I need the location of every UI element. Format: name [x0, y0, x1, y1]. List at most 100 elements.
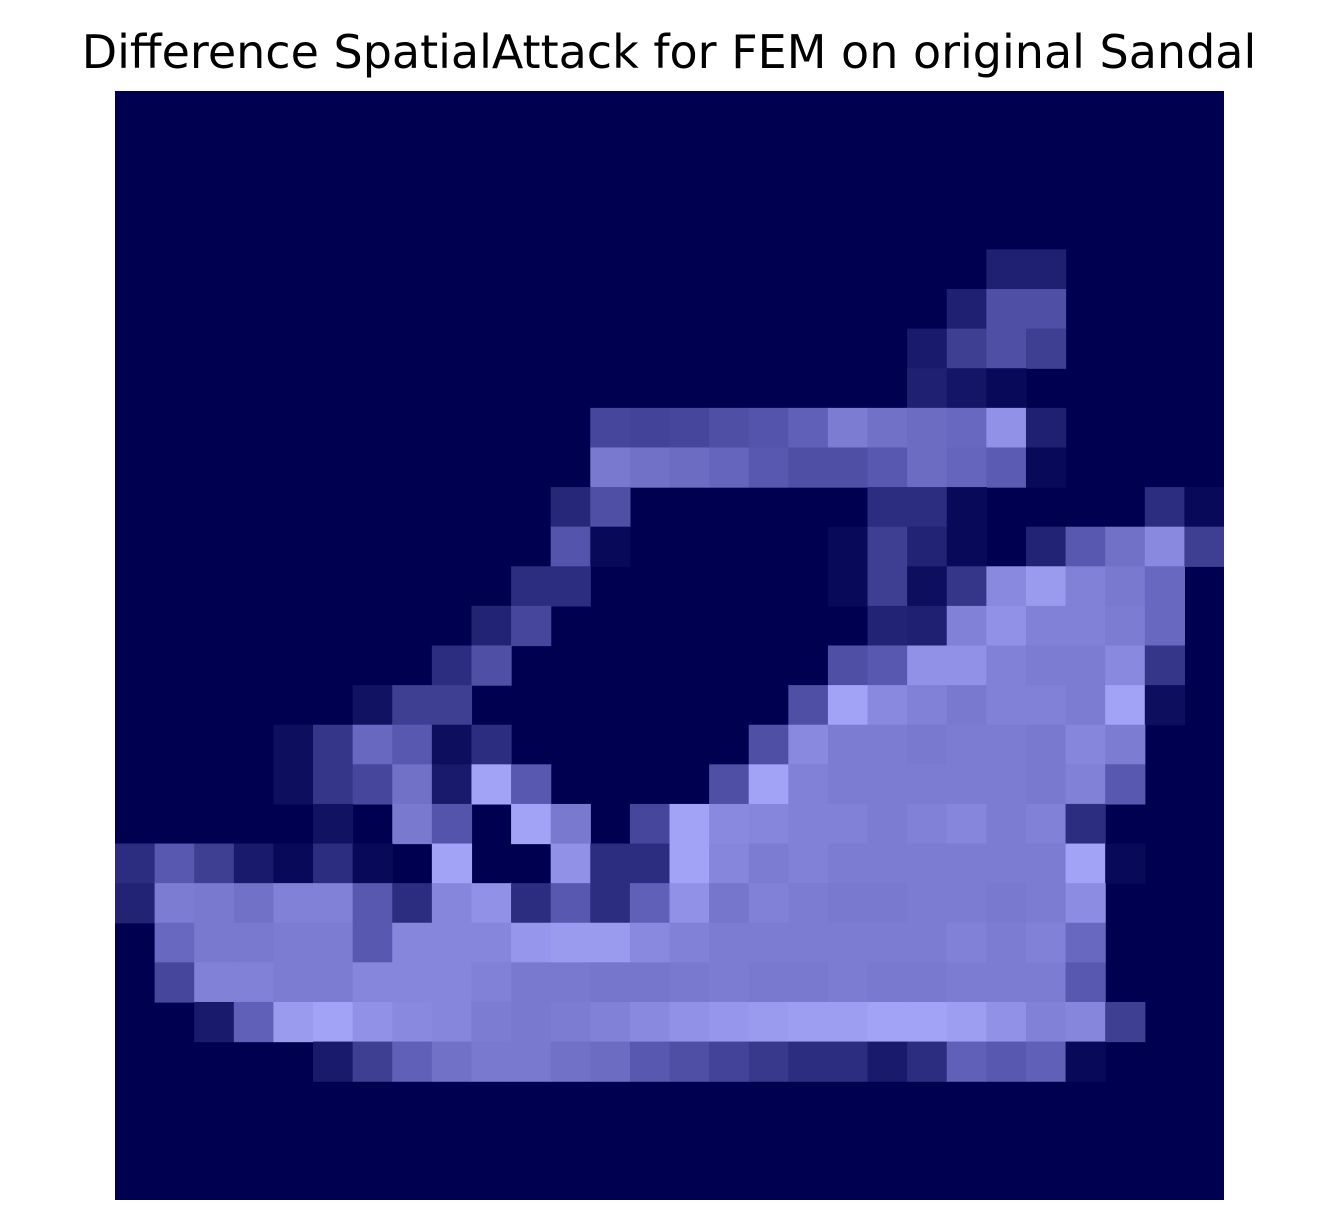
heatmap-cell — [1025, 962, 1067, 1003]
heatmap-cell — [1144, 645, 1185, 686]
heatmap-cell — [986, 289, 1027, 330]
heatmap-cell — [986, 962, 1027, 1003]
heatmap-cell — [431, 1001, 473, 1043]
heatmap-cell — [471, 645, 512, 686]
heatmap-cell — [827, 883, 869, 924]
heatmap-cell — [313, 1041, 354, 1082]
heatmap-cell — [1105, 566, 1146, 607]
heatmap-cell — [827, 1001, 869, 1043]
heatmap-cell — [669, 1041, 710, 1082]
heatmap-cell — [986, 843, 1027, 884]
heatmap-cell — [431, 764, 473, 805]
heatmap-cell — [867, 685, 908, 726]
heatmap-cell — [1065, 685, 1106, 726]
heatmap-cell — [352, 685, 393, 726]
heatmap-cell — [709, 803, 750, 845]
heatmap-cell — [1105, 1001, 1146, 1043]
heatmap-cell — [986, 566, 1027, 607]
heatmap-cell — [986, 1001, 1027, 1043]
heatmap-cell — [1065, 605, 1106, 647]
heatmap-cell — [352, 724, 393, 765]
heatmap-cell — [511, 803, 552, 845]
heatmap-cell — [788, 843, 829, 884]
heatmap-cell — [867, 487, 908, 528]
heatmap-cell — [273, 724, 314, 765]
heatmap-cell — [709, 407, 750, 449]
heatmap-cell — [867, 724, 908, 765]
heatmap-cell — [233, 843, 275, 884]
heatmap-cell — [986, 764, 1027, 805]
heatmap-cell — [748, 962, 789, 1003]
heatmap-cell — [590, 407, 631, 449]
heatmap-cell — [1144, 605, 1185, 647]
heatmap-cell — [194, 1001, 235, 1043]
heatmap-cell — [946, 922, 987, 963]
heatmap-cell — [313, 724, 354, 765]
heatmap-cell — [352, 922, 393, 963]
heatmap-cell — [946, 962, 987, 1003]
heatmap-cell — [550, 803, 591, 845]
heatmap-cell — [1025, 1001, 1067, 1043]
heatmap-cell — [946, 883, 987, 924]
heatmap-cell — [709, 764, 750, 805]
heatmap-cell — [748, 1041, 789, 1082]
heatmap-cell — [986, 883, 1027, 924]
heatmap-cell — [907, 487, 948, 528]
heatmap-cell — [1025, 685, 1067, 726]
heatmap-cell — [550, 843, 591, 884]
heatmap-cell — [1065, 1041, 1106, 1082]
heatmap-cell — [986, 922, 1027, 963]
heatmap-cell — [1025, 407, 1067, 449]
heatmap-cell — [629, 883, 671, 924]
heatmap-cell — [233, 962, 275, 1003]
heatmap-cell — [827, 645, 869, 686]
heatmap-cell — [392, 803, 433, 845]
heatmap-cell — [313, 962, 354, 1003]
heatmap-cell — [590, 843, 631, 884]
heatmap-cell — [590, 1001, 631, 1043]
heatmap-cell — [946, 843, 987, 884]
heatmap-cell — [431, 883, 473, 924]
heatmap-cell — [946, 764, 987, 805]
heatmap-cell — [946, 368, 987, 409]
heatmap-cell — [986, 249, 1027, 290]
heatmap-cell — [1105, 605, 1146, 647]
heatmap-cell — [194, 922, 235, 963]
heatmap-cell — [431, 962, 473, 1003]
heatmap-cell — [471, 922, 512, 963]
heatmap-cell — [867, 407, 908, 449]
heatmap-cell — [788, 883, 829, 924]
heatmap-cell — [273, 764, 314, 805]
heatmap-cell — [352, 1001, 393, 1043]
heatmap-cell — [471, 605, 512, 647]
heatmap-cell — [946, 289, 987, 330]
heatmap-cell — [788, 1001, 829, 1043]
heatmap-cell — [1105, 764, 1146, 805]
heatmap-cell — [709, 1041, 750, 1082]
heatmap-cell — [629, 962, 671, 1003]
heatmap-cell — [709, 962, 750, 1003]
heatmap-cell — [907, 843, 948, 884]
heatmap-cell — [946, 1001, 987, 1043]
heatmap-cell — [1144, 526, 1185, 567]
heatmap-cell — [431, 922, 473, 963]
heatmap-cell — [511, 883, 552, 924]
heatmap-cell — [590, 487, 631, 528]
heatmap-cell — [788, 803, 829, 845]
heatmap-cell — [907, 407, 948, 449]
heatmap-cell — [788, 724, 829, 765]
heatmap-cell — [946, 685, 987, 726]
heatmap-cell — [748, 922, 789, 963]
heatmap-cell — [669, 803, 710, 845]
heatmap-cell — [511, 566, 552, 607]
heatmap-cell — [1025, 803, 1067, 845]
heatmap-cell — [194, 883, 235, 924]
heatmap-cell — [1144, 685, 1185, 726]
heatmap-cell — [431, 685, 473, 726]
heatmap-cell — [867, 764, 908, 805]
heatmap-cell — [907, 724, 948, 765]
heatmap-cell — [154, 843, 195, 884]
heatmap-cell — [352, 883, 393, 924]
heatmap-cell — [748, 843, 789, 884]
heatmap-cell — [1184, 526, 1224, 567]
